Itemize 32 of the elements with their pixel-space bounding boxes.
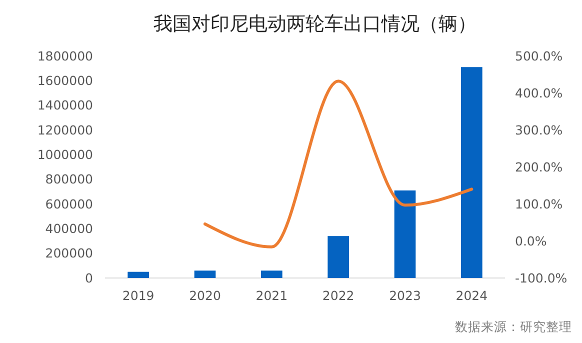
y2-tick-label: 0.0%: [515, 233, 547, 248]
x-tick-label: 2021: [256, 288, 288, 303]
x-tick-label: 2019: [122, 288, 154, 303]
x-tick-label: 2024: [456, 288, 488, 303]
y2-tick-label: 200.0%: [515, 159, 563, 174]
y2-tick-label: 500.0%: [515, 48, 563, 64]
x-tick-label: 2023: [389, 288, 421, 303]
y2-tick-label: 400.0%: [515, 85, 563, 100]
bar: [261, 270, 282, 278]
y-tick-label: 1600000: [37, 73, 94, 88]
y-tick-label: 1200000: [37, 122, 94, 138]
y-tick-label: 1000000: [37, 147, 94, 162]
line-series: [204, 80, 474, 248]
bar: [461, 67, 482, 278]
y-tick-label: 200000: [45, 246, 94, 261]
x-tick-label: 2022: [322, 288, 354, 303]
y-tick-label: 1400000: [37, 98, 94, 113]
bar: [128, 272, 149, 278]
y2-tick-label: 300.0%: [515, 122, 563, 138]
y-tick-label: 800000: [45, 172, 94, 187]
bar: [194, 270, 216, 278]
y2-tick-label: 100.0%: [515, 196, 563, 212]
y-tick-label: 600000: [45, 196, 94, 212]
y-tick-label: 1800000: [37, 48, 94, 64]
y2-tick-label: -100.0%: [515, 270, 568, 286]
bar: [328, 236, 349, 278]
bar: [394, 190, 416, 278]
y-tick-label: 400000: [45, 221, 94, 236]
x-tick-label: 2020: [189, 288, 221, 303]
chart-title: 我国对印尼电动两轮车出口情况（辆）: [154, 13, 476, 35]
y-tick-label: 0: [85, 270, 94, 286]
source-note: 数据来源：研究整理: [455, 319, 572, 334]
